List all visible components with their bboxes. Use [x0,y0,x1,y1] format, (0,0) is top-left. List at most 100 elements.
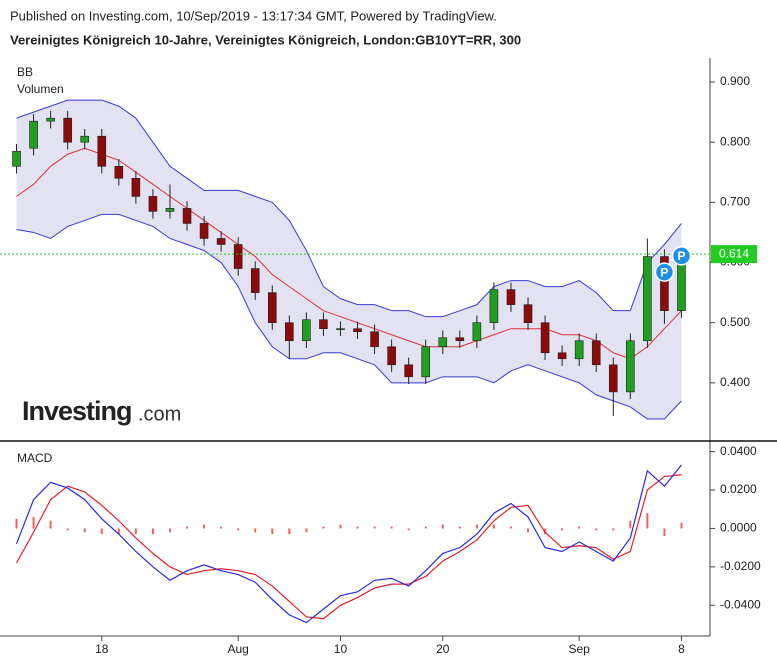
legend-volume: Volumen [17,82,64,96]
candle-body [336,328,345,331]
candle-body [387,346,396,366]
histogram-bar [492,524,495,529]
candle-body [574,340,584,360]
candle-body [199,223,209,239]
candle-body [438,337,448,348]
candle-body [455,337,465,342]
candle-body [250,268,260,293]
candle-body [643,256,652,342]
histogram-bar [32,516,35,529]
y-tick-label: -0.0200 [720,559,761,573]
candle-body [302,319,311,342]
histogram-bar [527,528,530,533]
y-tick-label: 0.700 [720,195,750,209]
histogram-bar [134,528,137,535]
histogram-bar [339,524,342,529]
candle-body [557,352,567,360]
band-lower [16,213,682,420]
histogram-bar [288,528,291,535]
candle-body [660,256,669,311]
x-tick-label: 8 [678,642,685,656]
candle-body [523,304,533,323]
candle-body [540,322,550,354]
histogram-bar [49,520,52,529]
candle-body [131,178,141,197]
histogram-bar [186,526,189,529]
candle-body [506,289,516,305]
histogram-bar [356,526,359,529]
candle-body [233,244,243,269]
logo: Investing .com [22,396,181,426]
histogram-bar [220,526,223,529]
x-tick-label: 10 [334,642,348,656]
candle-body [591,340,601,366]
candle-body [319,319,328,330]
candle-body [114,165,124,179]
candle-body [80,135,90,143]
histogram-bar [373,526,376,529]
band-middle [16,147,682,360]
band-upper [16,99,682,318]
histogram-bar [15,518,18,529]
instrument-title: Vereinigtes Königreich 10-Jahre, Vereini… [10,32,521,47]
y-tick-label: -0.0400 [720,597,761,611]
candle-body [421,346,431,378]
histogram-bar [66,528,69,531]
histogram-bar [424,526,427,529]
marker [671,246,692,266]
histogram-bar [407,528,410,531]
last-price-label: 0.614 [719,246,749,260]
histogram-bar [595,528,598,531]
y-tick-label: 0.0400 [720,444,757,458]
histogram-bar [254,528,257,533]
histogram-bar [390,526,393,529]
candle-body [165,208,175,212]
candle-body [353,328,362,333]
y-tick-label: 0.400 [720,375,750,389]
histogram-bar [441,524,444,529]
legend-bb: BB [17,65,33,79]
histogram-bar [305,528,308,533]
histogram-bar [100,528,103,535]
macd-line [15,464,682,624]
candle-body [370,331,379,348]
histogram-bar [168,528,171,533]
y-tick-label: 0.500 [720,315,750,329]
x-tick-label: Aug [227,642,248,656]
histogram-bar [612,528,615,531]
histogram-bar [271,528,274,535]
band-fill [16,100,682,419]
x-tick-label: 20 [436,642,450,656]
y-tick-label: 0.900 [720,74,750,88]
histogram-bar [629,520,632,529]
candle-body [63,117,72,143]
logo-brand: Investing [22,396,132,426]
histogram-bar [458,526,461,529]
candle-body [12,150,21,167]
macd-label: MACD [17,451,53,465]
histogram-bar [680,522,683,529]
histogram-bar [578,526,581,529]
candle-body [608,364,618,393]
published-note: Published on Investing.com, 10/Sep/2019 … [10,8,497,23]
marker-label: P [677,249,685,263]
last-price-box [711,245,757,264]
histogram-bar [203,524,206,529]
y-tick-label: 0.0000 [720,521,757,535]
histogram-bar [322,526,325,529]
signal-line [16,474,682,620]
logo-suffix: .com [138,403,181,425]
candle-body [46,117,55,122]
y-tick-label: 0.800 [720,134,750,148]
candle-body [285,322,294,342]
candle-body [148,196,158,212]
histogram-bar [83,528,86,533]
histogram-bar [237,528,240,531]
histogram-bar [663,528,666,537]
histogram-bar [117,528,120,535]
candle-body [267,292,277,323]
histogram-bar [509,526,512,529]
candle-body [97,135,107,167]
